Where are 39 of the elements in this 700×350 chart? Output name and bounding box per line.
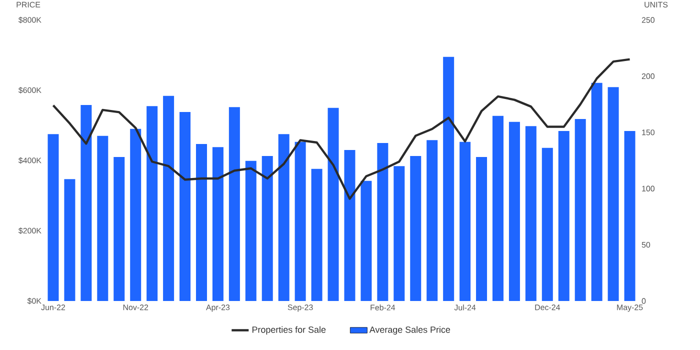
bar: [624, 131, 636, 301]
bar: [344, 150, 356, 301]
legend-label: Average Sales Price: [369, 326, 450, 335]
bar: [328, 108, 339, 301]
bar: [130, 128, 142, 301]
bar: [508, 122, 520, 301]
bar: [64, 179, 76, 301]
bar: [245, 160, 256, 301]
bar: [212, 147, 224, 301]
bar: [360, 180, 372, 301]
legend-label: Properties for Sale: [252, 326, 326, 335]
bar: [48, 134, 59, 301]
bar: [377, 142, 388, 301]
bar: [426, 140, 438, 301]
bar: [394, 166, 405, 301]
bar: [294, 142, 306, 301]
bar: [262, 156, 273, 301]
bar: [196, 144, 207, 301]
bar: [476, 156, 488, 301]
line-series: [52, 58, 631, 200]
bar: [443, 56, 454, 301]
bar: [163, 96, 174, 301]
bar: [146, 106, 158, 301]
bar: [410, 156, 422, 301]
bar: [97, 136, 108, 301]
bar: [228, 107, 240, 301]
bar: [311, 168, 322, 301]
bar: [525, 126, 536, 301]
bar: [492, 116, 504, 301]
bar: [558, 131, 570, 301]
bar: [80, 105, 92, 301]
bar: [542, 148, 553, 301]
bar: [278, 134, 290, 301]
bar: [591, 82, 602, 301]
bar: [608, 87, 619, 301]
bar: [460, 142, 471, 301]
bar: [180, 112, 191, 301]
bar: [574, 119, 586, 301]
bar: [114, 156, 125, 301]
